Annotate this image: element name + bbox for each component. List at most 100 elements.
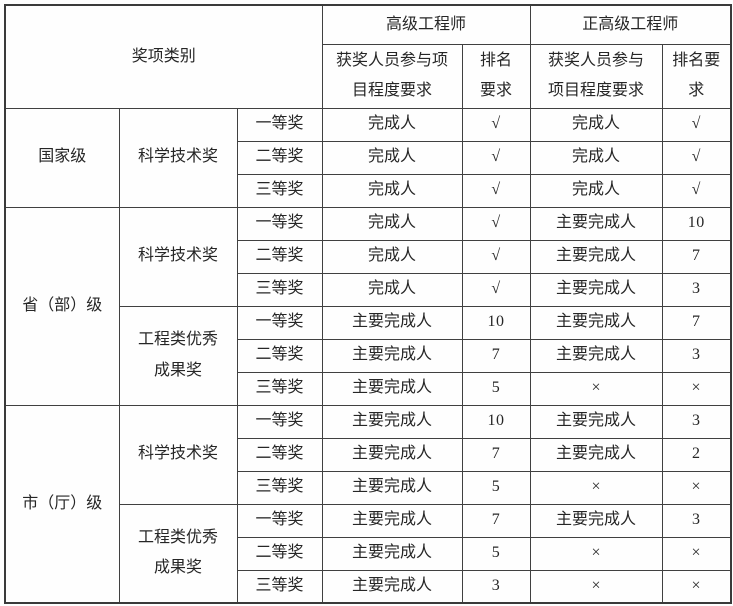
table-row: 二等奖 完成人 √ 主要完成人 7	[5, 239, 732, 274]
cell-grade: 一等奖	[236, 404, 323, 439]
cell-senior-rank: 7	[461, 437, 531, 472]
header-senior-engineer: 高级工程师	[321, 4, 531, 45]
cell-fullsenior-rank: 7	[661, 239, 732, 274]
cell-fullsenior-rank: 2	[661, 437, 732, 472]
table-row: 三等奖 完成人 √ 完成人 √	[5, 173, 732, 208]
cell-fullsenior-participation: 主要完成人	[529, 206, 663, 241]
cell-fullsenior-participation: 主要完成人	[529, 404, 663, 439]
cell-fullsenior-rank: ×	[661, 470, 732, 505]
header-award-category: 奖项类别	[4, 4, 323, 109]
table-row: 二等奖 主要完成人 7 主要完成人 3	[5, 338, 732, 373]
cell-fullsenior-rank: 3	[661, 404, 732, 439]
table-row: 国家级 科学技术奖 一等奖 完成人 √ 完成人 √	[4, 107, 732, 208]
cell-grade: 三等奖	[236, 569, 323, 604]
cell-fullsenior-participation: 主要完成人	[529, 239, 663, 274]
cell-senior-participation: 完成人	[321, 140, 463, 175]
cell-senior-participation: 完成人	[321, 272, 463, 307]
cell-fullsenior-participation: 完成人	[529, 140, 663, 175]
cell-fullsenior-participation: ×	[529, 536, 663, 571]
cell-senior-participation: 完成人	[321, 239, 463, 274]
cell-senior-rank: 7	[461, 338, 531, 373]
cell-senior-participation: 主要完成人	[321, 569, 463, 604]
cell-grade: 一等奖	[236, 503, 323, 538]
table-row: 二等奖 完成人 √ 完成人 √	[5, 140, 732, 175]
cell-fullsenior-rank: √	[661, 107, 732, 142]
cell-fullsenior-rank: 10	[661, 206, 732, 241]
cell-level-national: 国家级	[4, 107, 120, 208]
award-criteria-table: 奖项类别 高级工程师 正高级工程师 获奖人员参与项 目程度要求 排名 要求 获奖…	[4, 4, 733, 604]
cell-grade: 二等奖	[236, 140, 323, 175]
cell-grade: 三等奖	[236, 272, 323, 307]
cell-fullsenior-participation: 主要完成人	[529, 338, 663, 373]
cell-senior-rank: 7	[461, 503, 531, 538]
cell-fullsenior-participation: 主要完成人	[529, 305, 663, 340]
table-row: 三等奖 主要完成人 5 × ×	[5, 470, 732, 505]
cell-level-municipal: 市（厅）级	[4, 404, 120, 604]
cell-fullsenior-rank: ×	[661, 569, 732, 604]
cell-fullsenior-rank: 3	[661, 272, 732, 307]
cell-fullsenior-rank: √	[661, 173, 732, 208]
cell-senior-participation: 完成人	[321, 107, 463, 142]
cell-fullsenior-rank: ×	[661, 371, 732, 406]
cell-senior-rank: √	[461, 140, 531, 175]
cell-senior-rank: 3	[461, 569, 531, 604]
cell-grade: 三等奖	[236, 173, 323, 208]
cell-fullsenior-rank: 7	[661, 305, 732, 340]
cell-senior-rank: 10	[461, 305, 531, 340]
table-row: 三等奖 主要完成人 3 × ×	[5, 569, 732, 604]
cell-senior-participation: 主要完成人	[321, 371, 463, 406]
cell-fullsenior-rank: 3	[661, 503, 732, 538]
cell-senior-participation: 主要完成人	[321, 503, 463, 538]
cell-fullsenior-participation: 完成人	[529, 107, 663, 142]
cell-grade: 一等奖	[236, 107, 323, 142]
header-full-senior-participation: 获奖人员参与 项目程度要求	[529, 43, 663, 109]
cell-senior-rank: √	[461, 107, 531, 142]
cell-senior-rank: √	[461, 272, 531, 307]
cell-senior-rank: 5	[461, 470, 531, 505]
cell-fullsenior-rank: 3	[661, 338, 732, 373]
header-senior-rank: 排名 要求	[461, 43, 531, 109]
cell-senior-participation: 主要完成人	[321, 536, 463, 571]
cell-category: 工程类优秀 成果奖	[118, 305, 238, 406]
cell-senior-rank: √	[461, 239, 531, 274]
cell-fullsenior-rank: √	[661, 140, 732, 175]
table-row: 三等奖 主要完成人 5 × ×	[5, 371, 732, 406]
cell-grade: 三等奖	[236, 470, 323, 505]
cell-level-provincial: 省（部）级	[4, 206, 120, 406]
cell-senior-participation: 主要完成人	[321, 338, 463, 373]
cell-grade: 二等奖	[236, 437, 323, 472]
table-row: 工程类优秀 成果奖 一等奖 主要完成人 7 主要完成人 3	[5, 503, 732, 604]
header-full-senior-engineer: 正高级工程师	[529, 4, 732, 45]
cell-senior-rank: 10	[461, 404, 531, 439]
cell-grade: 三等奖	[236, 371, 323, 406]
cell-senior-rank: 5	[461, 536, 531, 571]
cell-senior-participation: 完成人	[321, 206, 463, 241]
header-row-2: 获奖人员参与项 目程度要求 排名 要求 获奖人员参与 项目程度要求 排名要 求	[5, 43, 732, 109]
header-senior-participation: 获奖人员参与项 目程度要求	[321, 43, 463, 109]
cell-category: 科学技术奖	[118, 404, 238, 505]
cell-senior-participation: 完成人	[321, 173, 463, 208]
cell-fullsenior-participation: 主要完成人	[529, 437, 663, 472]
table-row: 市（厅）级 科学技术奖 一等奖 主要完成人 10 主要完成人 3	[4, 404, 732, 604]
cell-category: 科学技术奖	[118, 107, 238, 208]
header-full-senior-rank: 排名要 求	[661, 43, 732, 109]
cell-senior-rank: 5	[461, 371, 531, 406]
cell-fullsenior-participation: 主要完成人	[529, 272, 663, 307]
cell-senior-participation: 主要完成人	[321, 305, 463, 340]
cell-senior-participation: 主要完成人	[321, 470, 463, 505]
cell-senior-participation: 主要完成人	[321, 437, 463, 472]
cell-grade: 二等奖	[236, 338, 323, 373]
cell-grade: 二等奖	[236, 239, 323, 274]
cell-category: 工程类优秀 成果奖	[118, 503, 238, 604]
cell-fullsenior-participation: ×	[529, 371, 663, 406]
cell-grade: 一等奖	[236, 305, 323, 340]
cell-grade: 二等奖	[236, 536, 323, 571]
cell-senior-rank: √	[461, 173, 531, 208]
cell-grade: 一等奖	[236, 206, 323, 241]
header-row-1: 奖项类别 高级工程师 正高级工程师	[4, 4, 732, 109]
cell-category: 科学技术奖	[118, 206, 238, 307]
cell-senior-rank: √	[461, 206, 531, 241]
cell-fullsenior-participation: 主要完成人	[529, 503, 663, 538]
cell-fullsenior-participation: ×	[529, 470, 663, 505]
